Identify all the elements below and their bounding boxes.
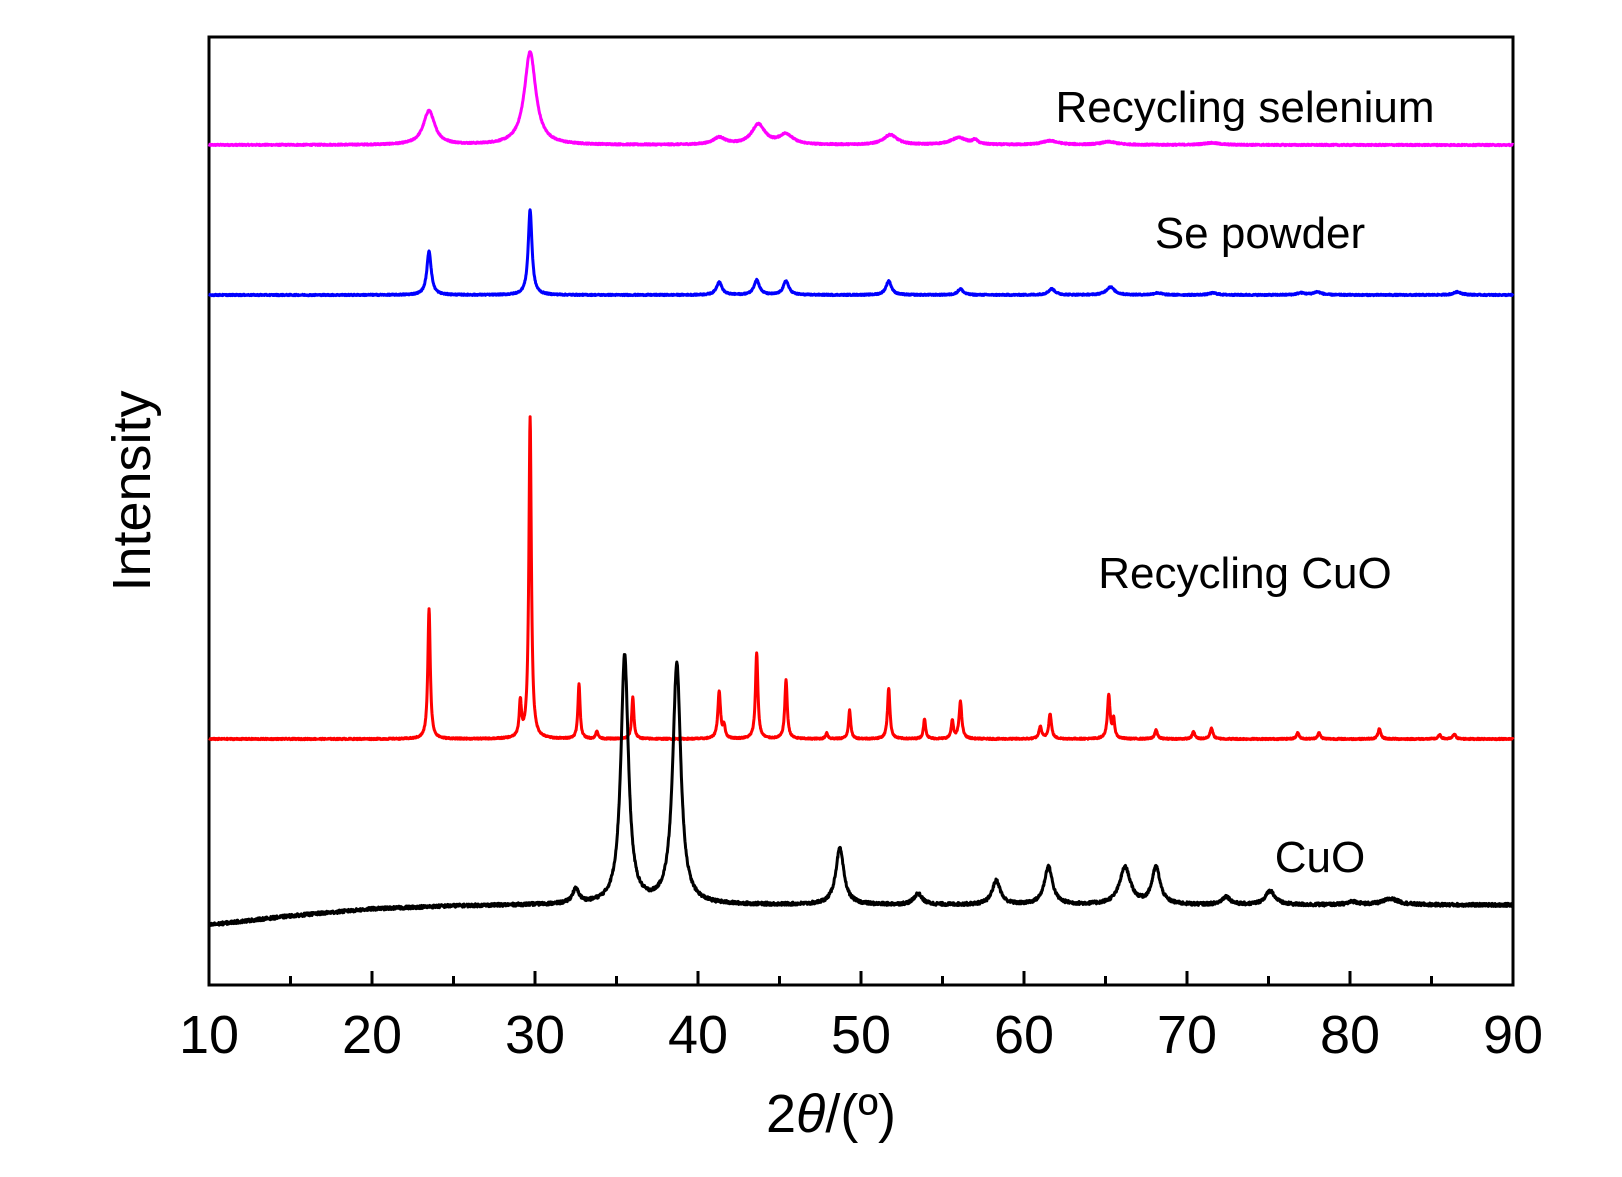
series-line-recycling-cuo — [207, 415, 1515, 742]
x-axis-label: 2θ/(º) — [766, 1084, 896, 1144]
x-ticks — [207, 971, 1515, 985]
series-label-se-powder: Se powder — [1155, 209, 1365, 258]
series-labels: Recycling selenium Se powder Recycling CuO… — [1055, 83, 1434, 882]
series-line-recycling-selenium — [207, 50, 1515, 148]
y-axis-label: Intensity — [102, 390, 162, 591]
series-line-se-powder — [207, 208, 1515, 298]
x-tick-labels: 10 20 30 40 50 60 70 80 90 — [179, 1005, 1543, 1065]
x-tick-label: 90 — [1483, 1005, 1543, 1065]
series-label-recycling-cuo: Recycling CuO — [1098, 549, 1391, 598]
series-label-recycling-selenium: Recycling selenium — [1055, 83, 1434, 132]
x-tick-label: 30 — [505, 1005, 565, 1065]
x-tick-label: 60 — [994, 1005, 1054, 1065]
x-tick-label: 50 — [831, 1005, 891, 1065]
series-line-cuo — [207, 653, 1515, 927]
series-layer — [207, 50, 1515, 927]
x-tick-label: 20 — [342, 1005, 402, 1065]
x-tick-label: 80 — [1320, 1005, 1380, 1065]
x-tick-label: 40 — [668, 1005, 728, 1065]
x-tick-label: 10 — [179, 1005, 239, 1065]
series-label-cuo: CuO — [1275, 833, 1365, 882]
x-tick-label: 70 — [1157, 1005, 1217, 1065]
